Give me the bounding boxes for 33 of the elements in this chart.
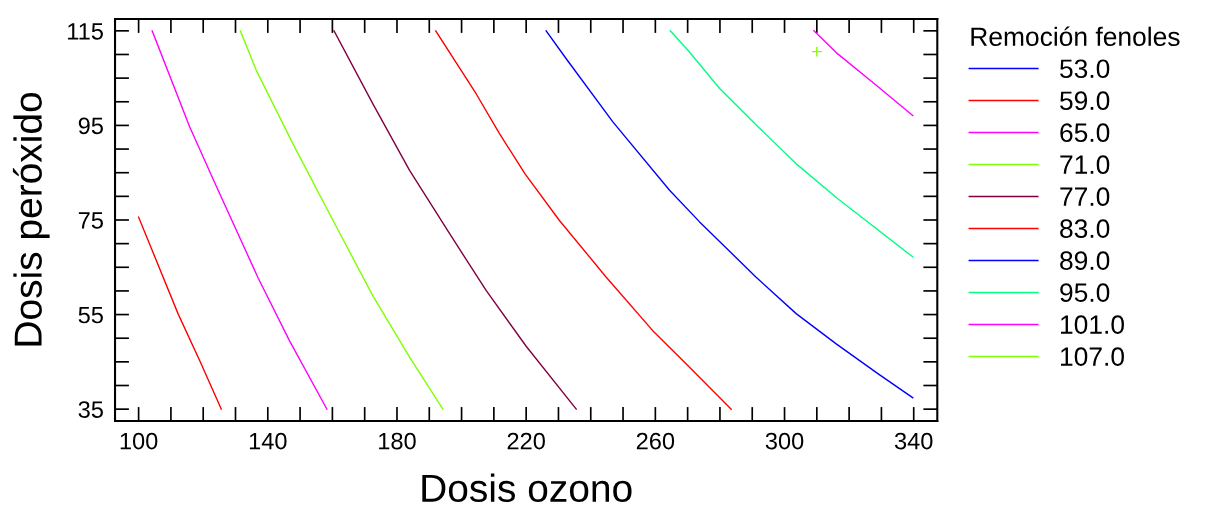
x-tick-label: 340	[894, 432, 933, 450]
x-tick-label: 220	[507, 432, 545, 450]
line-series	[137, 216, 222, 410]
line-series	[333, 30, 577, 410]
line-series	[239, 30, 444, 410]
line-series	[435, 30, 732, 410]
y-tick-label: 75	[78, 212, 103, 229]
x-tick-label: 260	[636, 432, 675, 450]
legend-label: 77.0	[1060, 187, 1110, 207]
legend-label: 83.0	[1060, 219, 1110, 238]
y-tick-label: 35	[78, 401, 103, 418]
x-tick-label: 180	[379, 432, 416, 450]
legend-label: 53.0	[1060, 59, 1110, 79]
legend-label: 95.0	[1060, 283, 1110, 302]
line-series	[545, 30, 914, 399]
y-tick-label: 115	[68, 23, 103, 40]
x-tick-label: 100	[120, 432, 158, 450]
legend-label: 89.0	[1060, 251, 1110, 270]
line-series	[813, 30, 914, 117]
line-series	[669, 30, 914, 258]
legend-label: 101.0	[1061, 315, 1124, 334]
x-axis-title: Dosis ozono	[422, 473, 632, 503]
y-tick-label: 95	[78, 117, 103, 135]
legend-label: 59.0	[1060, 91, 1110, 111]
y-tick-label: 55	[78, 306, 103, 324]
legend-title: Remoción fenoles	[971, 26, 1180, 47]
y-axis-title: Dosis peróxido	[12, 93, 50, 346]
legend-label: 107.0	[1061, 347, 1124, 366]
legend-label: 65.0	[1060, 123, 1110, 143]
legend-label: 71.0	[1060, 155, 1110, 175]
x-tick-label: 300	[765, 432, 804, 450]
x-tick-label: 140	[249, 432, 287, 450]
line-series	[151, 30, 328, 410]
